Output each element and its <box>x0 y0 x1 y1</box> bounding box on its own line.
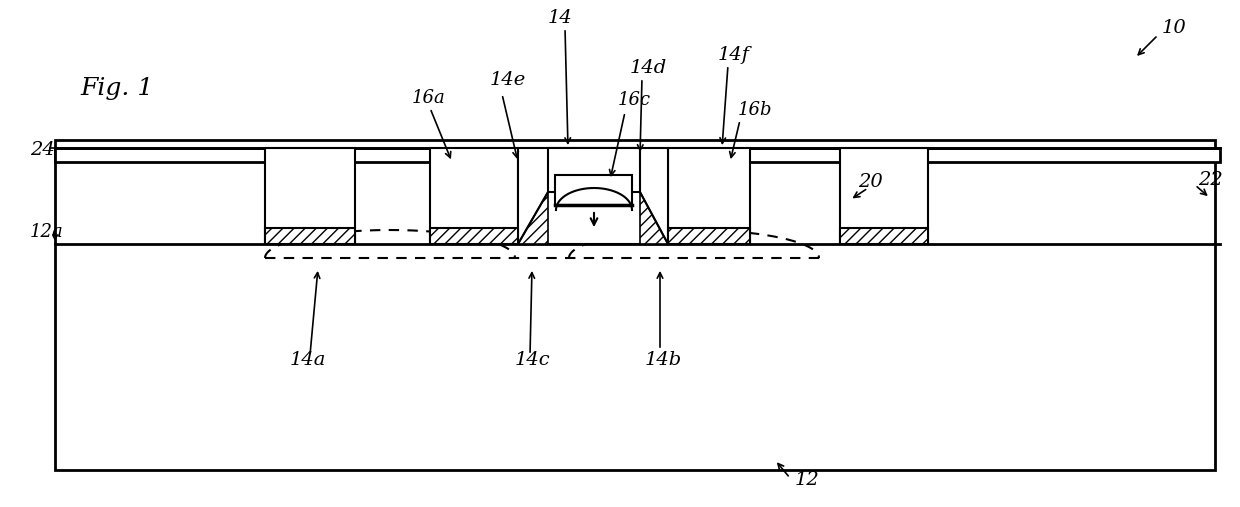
Text: 14d: 14d <box>630 59 667 77</box>
Bar <box>548 148 640 192</box>
Text: 24: 24 <box>30 141 55 159</box>
Bar <box>839 228 928 244</box>
Text: 14e: 14e <box>490 71 526 89</box>
Text: 16c: 16c <box>618 91 651 109</box>
Text: 16a: 16a <box>412 89 445 107</box>
Bar <box>430 228 518 244</box>
Bar <box>55 140 1215 470</box>
Text: 10: 10 <box>1162 19 1187 37</box>
Text: Fig. 1: Fig. 1 <box>81 77 154 100</box>
Text: 16b: 16b <box>738 101 773 119</box>
Text: 14: 14 <box>548 9 573 27</box>
Bar <box>265 148 355 242</box>
Text: 14a: 14a <box>290 351 326 369</box>
Text: 20: 20 <box>858 173 883 191</box>
Bar <box>265 228 355 244</box>
Bar <box>518 148 668 244</box>
Bar <box>668 228 750 244</box>
Text: 12a: 12a <box>30 223 63 241</box>
Bar <box>556 175 632 205</box>
Polygon shape <box>518 192 548 244</box>
Bar <box>839 148 928 242</box>
Text: 14f: 14f <box>718 46 750 64</box>
Text: 12: 12 <box>795 471 820 489</box>
Text: 14c: 14c <box>515 351 551 369</box>
Bar <box>55 148 1220 162</box>
Text: 22: 22 <box>1198 171 1223 189</box>
Bar <box>430 148 518 242</box>
Polygon shape <box>640 192 668 244</box>
Text: 14b: 14b <box>645 351 682 369</box>
Bar <box>668 148 750 242</box>
